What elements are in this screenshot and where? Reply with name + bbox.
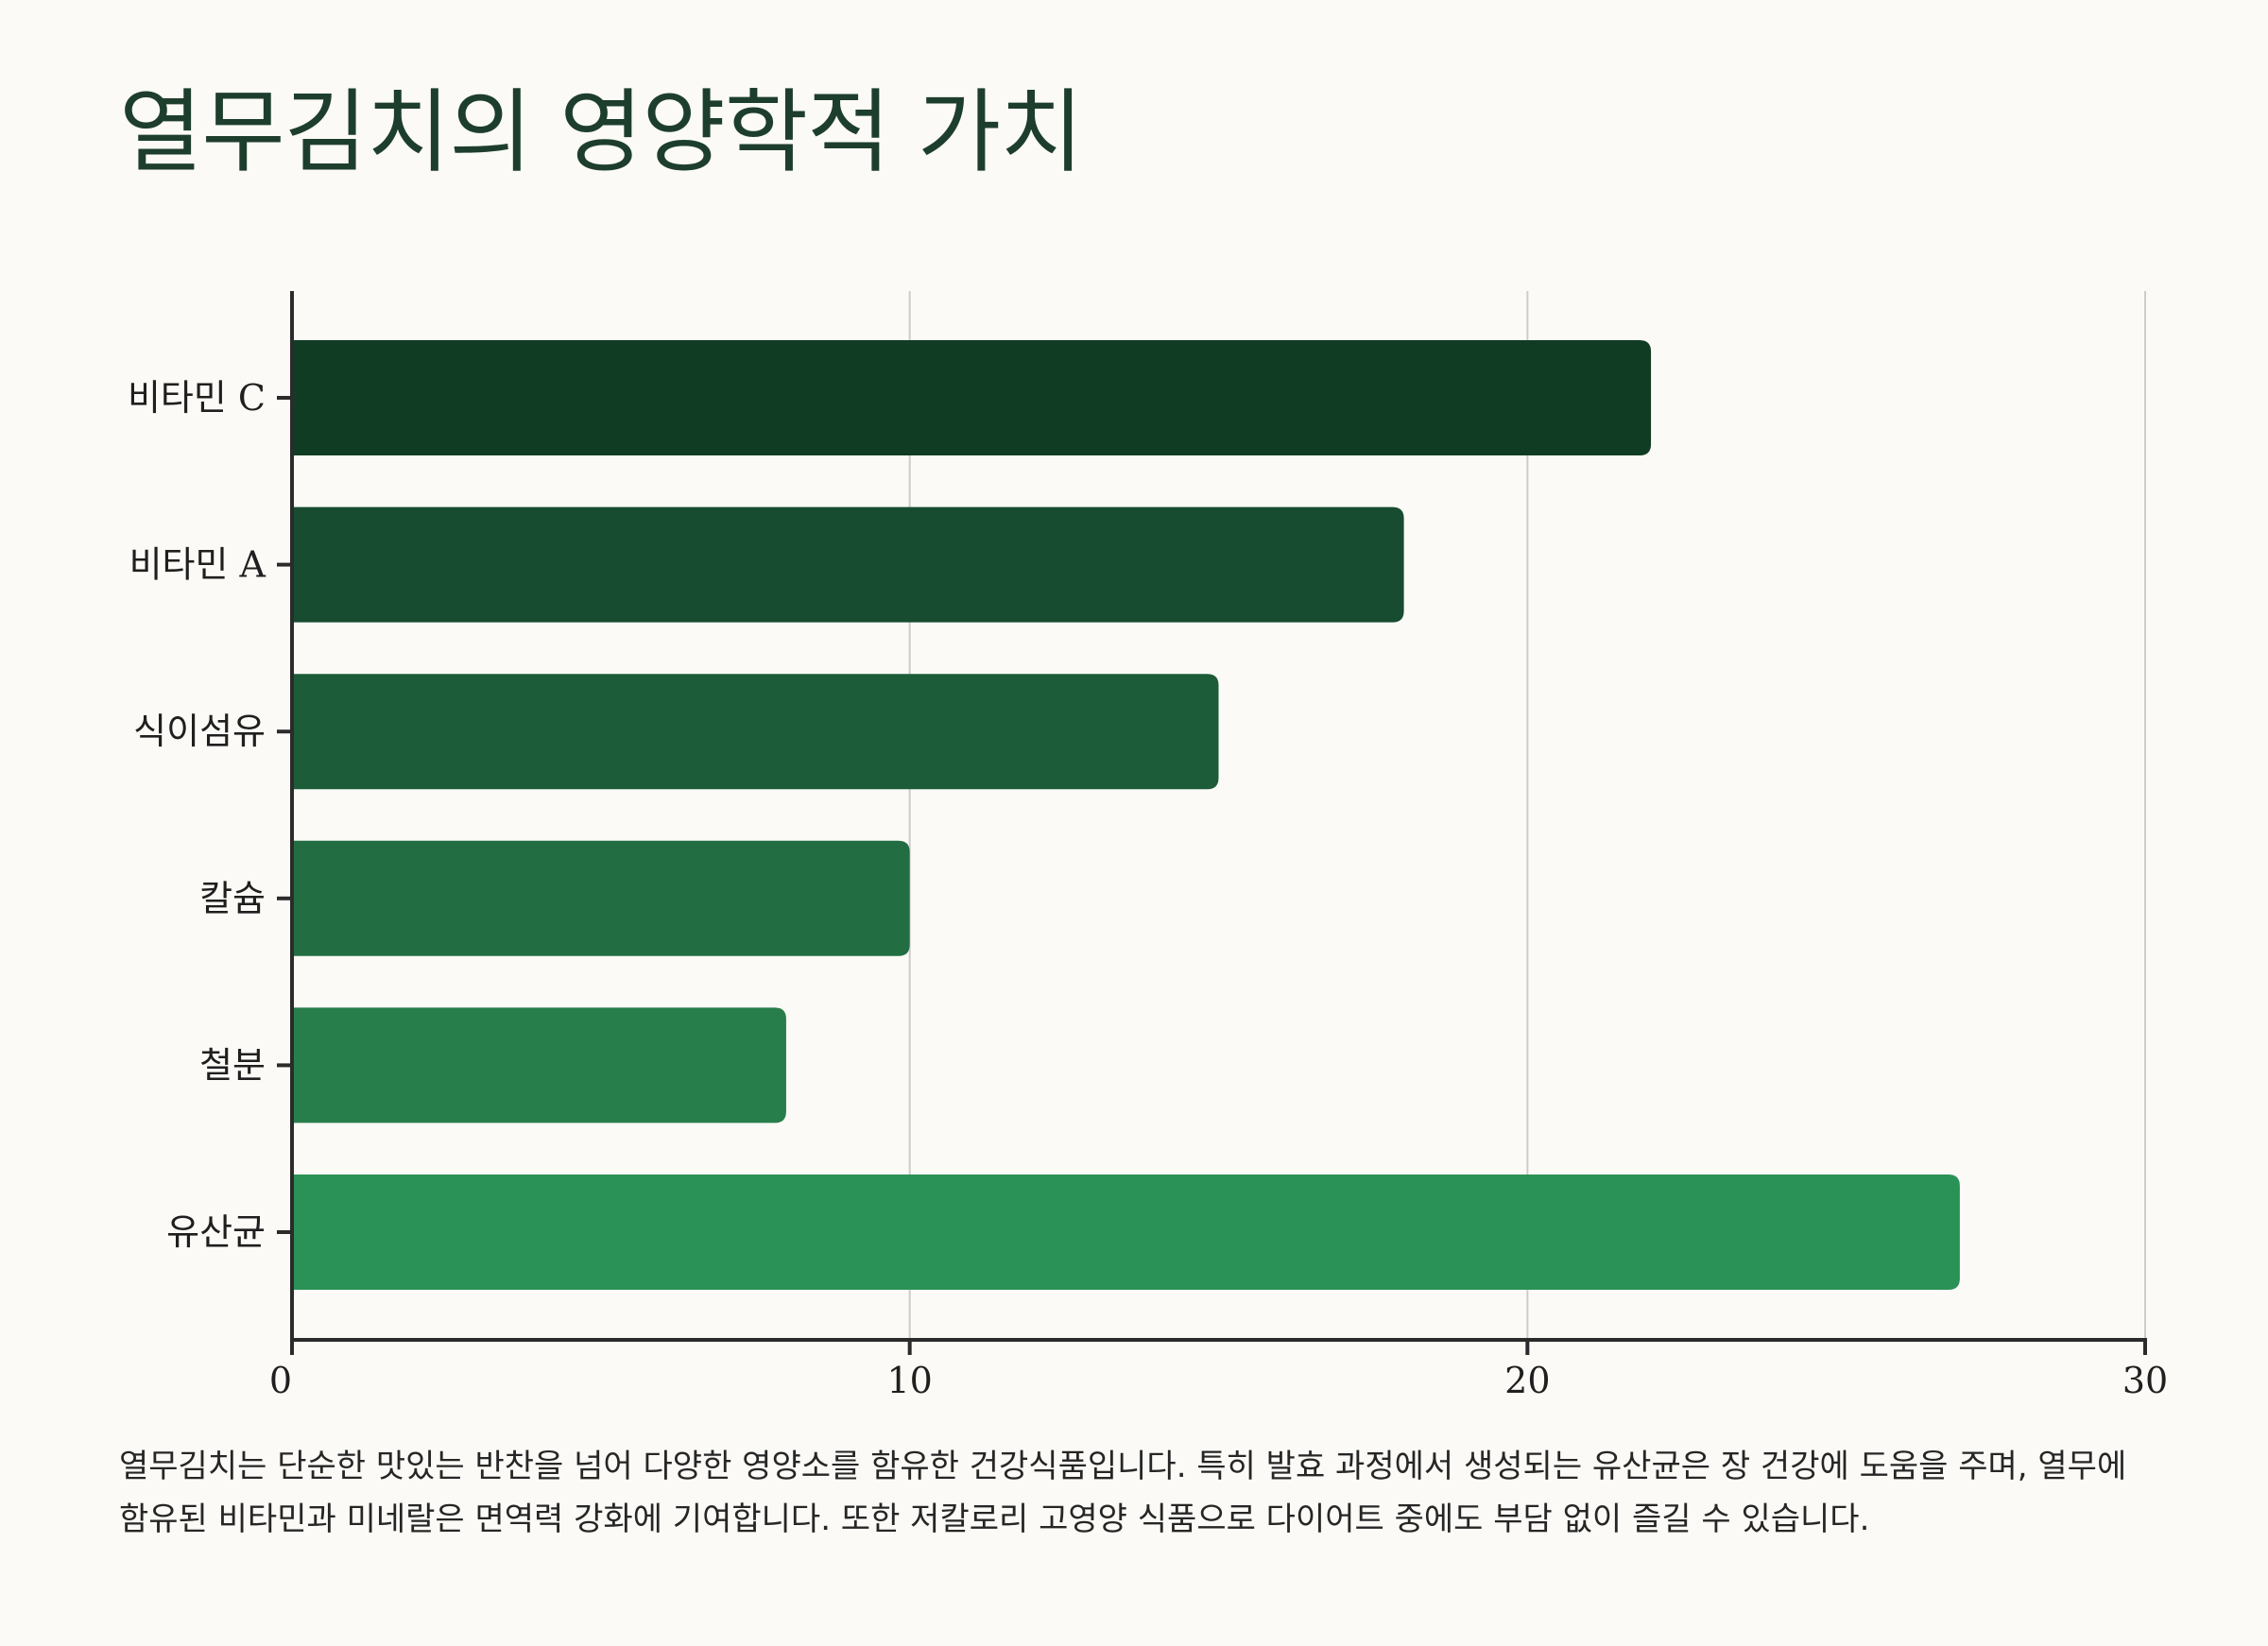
y-tick-label-6: 유산균 <box>166 1211 266 1253</box>
y-tick-label-4: 칼슘 <box>199 878 266 919</box>
y-tick-label-1: 비타민 C <box>128 377 266 419</box>
bar-1 <box>292 340 1652 455</box>
y-tick-label-2: 비타민 A <box>129 544 266 586</box>
bar-5 <box>292 1007 786 1123</box>
x-tick-label-0: 0 <box>269 1360 292 1401</box>
y-tick-label-5: 철분 <box>199 1044 266 1086</box>
y-tick-label-3: 식이섬유 <box>133 711 266 752</box>
x-tick-label-20: 20 <box>1504 1360 1550 1401</box>
bar-2 <box>292 506 1404 623</box>
x-tick-label-30: 30 <box>2122 1360 2168 1401</box>
x-tick-label-10: 10 <box>886 1360 932 1401</box>
bar-3 <box>292 674 1219 790</box>
page-title: 열무김치의 영양학적 가치 <box>119 79 1084 185</box>
bar-4 <box>292 840 910 956</box>
chart-description: 열무김치는 단순한 맛있는 반찬을 넘어 다양한 영양소를 함유한 건강식품입니… <box>119 1448 2127 1538</box>
bar-6 <box>292 1174 1960 1290</box>
